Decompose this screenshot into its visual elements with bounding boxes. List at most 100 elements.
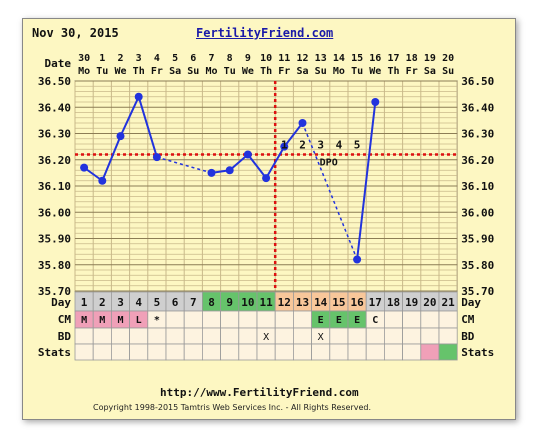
weekday-label: Mo	[205, 66, 217, 77]
bd-cell	[438, 327, 458, 345]
cycle-day-number: 3	[117, 296, 124, 309]
temp-point	[243, 150, 252, 159]
date-label: 3	[136, 53, 142, 64]
weekday-label: We	[242, 66, 254, 77]
date-label: 17	[387, 53, 399, 64]
weekday-label: Su	[315, 66, 327, 77]
y-tick-label-left: 36.40	[38, 101, 71, 114]
cm-cell	[183, 310, 203, 329]
temp-point	[371, 98, 380, 106]
row-label-left: Stats	[38, 346, 71, 359]
date-label: 12	[296, 53, 308, 64]
bd-mark: X	[318, 332, 324, 343]
cycle-day-number: 18	[387, 296, 400, 309]
stats-cell	[274, 343, 294, 361]
cycle-day-number: 16	[350, 296, 364, 309]
bd-cell	[365, 327, 385, 345]
y-tick-label-right: 36.10	[461, 180, 494, 193]
cycle-day-number: 17	[369, 296, 382, 309]
date-label: 1	[99, 53, 105, 64]
cycle-day-number: 9	[226, 296, 233, 309]
y-tick-label-right: 36.50	[461, 75, 494, 88]
cycle-day-number: 15	[332, 296, 345, 309]
bd-cell	[329, 327, 349, 345]
date-label: 11	[278, 53, 290, 64]
date-label: 4	[154, 53, 160, 64]
bd-cell	[274, 327, 294, 345]
cycle-day-number: 2	[99, 296, 106, 309]
bd-cell	[111, 327, 131, 345]
footer-url[interactable]: http://www.FertilityFriend.com	[160, 386, 359, 399]
cm-value: M	[99, 315, 105, 326]
y-tick-label-left: 35.70	[38, 285, 71, 298]
stats-cell	[74, 343, 94, 361]
y-tick-label-right: 35.70	[461, 285, 494, 298]
weekday-label: Th	[387, 66, 399, 77]
y-tick-label-right: 36.40	[461, 101, 494, 114]
cycle-day-number: 11	[259, 296, 273, 309]
date-label: 30	[78, 53, 90, 64]
stats-cell	[201, 343, 221, 361]
weekday-label: Mo	[333, 66, 345, 77]
cm-cell	[165, 310, 185, 329]
bd-cell	[165, 327, 185, 345]
stats-cell	[329, 343, 349, 361]
y-tick-label-left: 36.30	[38, 128, 71, 141]
weekday-label: Sa	[169, 66, 181, 77]
row-label-left: BD	[58, 330, 72, 343]
cm-value: E	[354, 315, 360, 326]
cycle-day-number: 21	[441, 296, 455, 309]
bd-cell	[74, 327, 94, 345]
cm-value: M	[117, 315, 123, 326]
stats-cell	[147, 343, 167, 361]
cycle-day-number: 14	[314, 296, 328, 309]
y-tick-label-right: 36.20	[461, 154, 494, 167]
cycle-day-number: 20	[423, 296, 436, 309]
weekday-label: Th	[133, 66, 145, 77]
date-label: 9	[245, 53, 251, 64]
cm-value: E	[318, 315, 324, 326]
cm-cell	[201, 310, 221, 329]
site-link[interactable]: FertilityFriend.com	[196, 26, 334, 40]
y-tick-label-right: 36.00	[461, 206, 494, 219]
cycle-day-number: 4	[135, 296, 142, 309]
weekday-label: Tu	[351, 66, 363, 77]
date-label: 20	[442, 53, 454, 64]
cm-cell	[274, 310, 294, 329]
date-label: 6	[190, 53, 196, 64]
temp-point	[207, 168, 216, 177]
bd-cell	[201, 327, 221, 345]
cm-value: L	[136, 315, 142, 326]
dpo-text: DPO	[320, 158, 338, 169]
date-label: 19	[424, 53, 436, 64]
bd-cell	[420, 327, 440, 345]
weekday-label: Tu	[224, 66, 236, 77]
y-tick-label-left: 36.00	[38, 206, 71, 219]
temp-point	[98, 176, 107, 185]
bd-cell	[92, 327, 112, 345]
temp-point	[298, 119, 307, 127]
row-label-left: Day	[51, 296, 71, 309]
weekday-label: Su	[442, 66, 454, 77]
bd-cell	[402, 327, 422, 345]
date-label: 13	[315, 53, 327, 64]
row-label-right: Stats	[461, 346, 494, 359]
date-label: 18	[406, 53, 418, 64]
cm-value: M	[81, 315, 87, 326]
temp-line	[283, 122, 304, 148]
cycle-day-number: 8	[208, 296, 215, 309]
y-tick-label-left: 36.20	[38, 154, 71, 167]
y-tick-label-right: 35.90	[461, 233, 494, 246]
cycle-day-number: 12	[278, 296, 291, 309]
temp-line	[101, 135, 122, 182]
stats-cell	[183, 343, 203, 361]
cycle-day-number: 5	[154, 296, 161, 309]
bd-cell	[147, 327, 167, 345]
bd-cell	[129, 327, 149, 345]
date-label: 15	[351, 53, 363, 64]
weekday-label: Sa	[424, 66, 436, 77]
stats-cell	[165, 343, 185, 361]
cm-cell	[238, 310, 258, 329]
